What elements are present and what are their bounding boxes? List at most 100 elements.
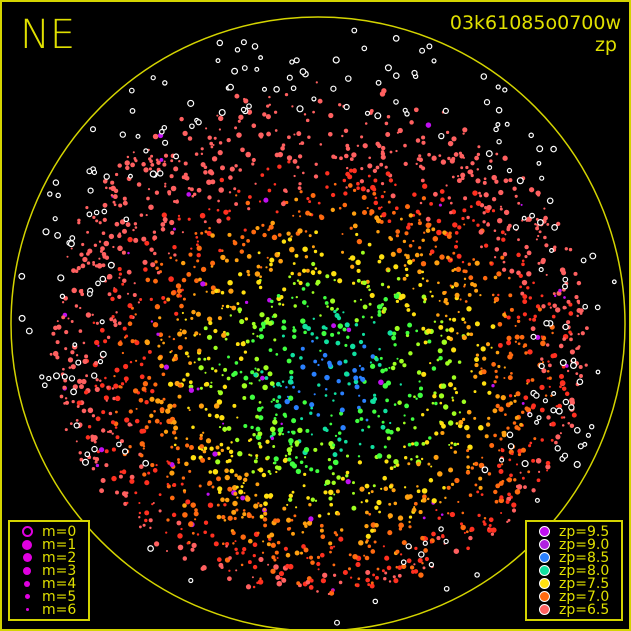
unmatched-star-marker xyxy=(46,375,52,382)
star-marker xyxy=(535,226,540,231)
star-marker xyxy=(352,188,357,193)
star-marker xyxy=(350,264,355,269)
unmatched-star-marker xyxy=(54,231,62,239)
star-marker xyxy=(395,149,398,153)
star-marker xyxy=(333,545,336,548)
star-marker xyxy=(154,418,160,424)
star-marker xyxy=(78,289,84,294)
star-marker xyxy=(331,323,337,329)
star-marker xyxy=(448,382,453,388)
star-marker xyxy=(309,402,315,408)
star-marker xyxy=(110,296,115,302)
star-marker xyxy=(423,300,427,304)
star-marker xyxy=(303,447,310,453)
star-marker xyxy=(266,167,270,171)
star-marker xyxy=(270,400,273,403)
star-marker xyxy=(297,154,303,159)
star-marker xyxy=(90,436,97,442)
star-marker xyxy=(228,556,232,560)
star-marker xyxy=(106,273,113,280)
star-marker xyxy=(499,437,503,441)
star-marker xyxy=(188,469,192,473)
unmatched-star-marker xyxy=(442,107,449,115)
star-marker xyxy=(269,262,273,267)
star-marker xyxy=(509,473,513,478)
unmatched-star-marker xyxy=(506,431,514,439)
star-marker xyxy=(280,146,285,151)
star-marker xyxy=(439,254,445,260)
star-marker xyxy=(252,324,257,330)
star-marker xyxy=(463,223,466,226)
magnitude-legend-item: m=3 xyxy=(16,563,82,579)
star-marker xyxy=(333,531,337,535)
star-marker xyxy=(387,330,393,336)
star-marker xyxy=(476,490,480,494)
star-marker xyxy=(527,349,533,355)
star-marker xyxy=(512,186,517,191)
star-marker xyxy=(309,578,314,583)
star-marker xyxy=(378,510,381,514)
unmatched-star-marker xyxy=(290,85,297,92)
star-marker xyxy=(395,427,401,432)
star-marker xyxy=(420,261,427,267)
star-marker xyxy=(324,374,330,381)
star-marker xyxy=(153,278,158,284)
star-marker xyxy=(467,292,472,297)
star-marker xyxy=(452,222,458,228)
star-marker xyxy=(297,228,303,234)
star-marker xyxy=(479,293,482,297)
star-marker xyxy=(483,192,489,198)
star-marker xyxy=(170,185,177,192)
star-marker xyxy=(383,297,388,302)
star-marker xyxy=(407,322,413,328)
star-marker xyxy=(234,540,237,543)
star-marker xyxy=(210,290,215,295)
star-marker xyxy=(98,263,102,267)
star-marker xyxy=(76,405,80,408)
star-marker xyxy=(382,545,385,548)
star-marker xyxy=(218,115,224,122)
star-marker xyxy=(273,461,277,465)
star-marker xyxy=(177,217,181,221)
star-marker xyxy=(487,416,491,420)
star-marker xyxy=(150,463,155,468)
star-marker xyxy=(316,555,321,559)
star-marker xyxy=(266,256,269,259)
star-marker xyxy=(530,378,535,382)
star-marker xyxy=(254,367,257,370)
star-marker xyxy=(259,312,265,318)
star-marker xyxy=(79,384,84,390)
star-marker xyxy=(449,210,453,215)
star-marker xyxy=(378,254,385,260)
star-marker xyxy=(293,133,296,136)
star-marker xyxy=(381,88,387,94)
star-marker xyxy=(181,231,184,234)
star-marker xyxy=(335,489,340,494)
star-marker xyxy=(387,530,393,536)
star-marker xyxy=(445,301,449,306)
magnitude-legend-label: m=6 xyxy=(42,601,77,618)
star-marker xyxy=(183,490,186,494)
star-marker xyxy=(388,484,393,489)
unmatched-star-marker xyxy=(68,375,76,382)
star-marker xyxy=(394,206,399,211)
unmatched-star-marker xyxy=(55,192,61,199)
star-marker xyxy=(449,511,456,518)
star-marker xyxy=(203,170,208,175)
star-marker xyxy=(370,490,374,494)
star-marker xyxy=(403,445,406,449)
star-marker xyxy=(412,287,415,290)
star-marker xyxy=(165,549,169,553)
star-marker xyxy=(155,398,161,404)
star-marker xyxy=(453,152,459,157)
star-marker xyxy=(422,494,427,500)
star-marker xyxy=(62,385,67,390)
star-marker xyxy=(461,417,466,422)
star-marker xyxy=(233,187,237,191)
star-marker xyxy=(180,527,183,531)
star-marker xyxy=(476,343,480,347)
star-marker xyxy=(98,221,102,225)
unmatched-star-marker xyxy=(330,85,337,92)
star-marker xyxy=(387,219,392,224)
star-marker xyxy=(209,384,213,389)
